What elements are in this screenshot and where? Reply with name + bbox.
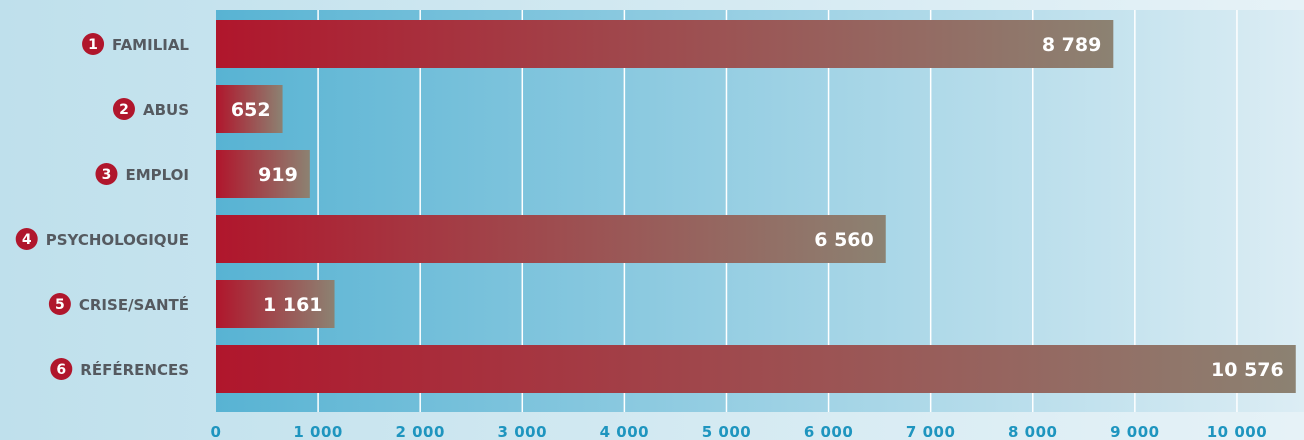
- rank-badge: 6: [50, 358, 73, 380]
- rank-badge-circle: [95, 163, 118, 185]
- bar: [216, 85, 283, 133]
- rank-badge: 3: [95, 163, 118, 185]
- x-tick-label: 4 000: [600, 423, 649, 440]
- x-tick-label: 0: [211, 423, 222, 440]
- bar-value-label: 8 789: [1042, 34, 1102, 56]
- bar-group: 919: [216, 150, 310, 198]
- x-tick-label: 5 000: [702, 423, 751, 440]
- bar: [216, 150, 310, 198]
- bar-group: 10 576: [216, 345, 1296, 393]
- rank-badge-circle: [82, 33, 105, 55]
- bar: [216, 345, 1296, 393]
- category-label: ABUS: [143, 101, 189, 119]
- x-axis-ticks: 0 1 000 2 000 3 000 4 000 5 000 6 000 7 000 8 00…: [211, 423, 1267, 440]
- rank-badge-number: 3: [102, 167, 112, 183]
- category-label: CRISE/SANTÉ: [79, 295, 189, 314]
- rank-badge: 2: [112, 98, 135, 120]
- category-label: RÉFÉRENCES: [80, 360, 189, 379]
- rank-badge: 1: [82, 33, 105, 55]
- rank-badge-number: 6: [56, 362, 66, 378]
- bar-value-label: 652: [231, 99, 271, 121]
- category-label: FAMILIAL: [112, 36, 189, 54]
- bar-value-label: 1 161: [263, 294, 323, 316]
- x-tick-label: 2 000: [395, 423, 444, 440]
- x-tick-label: 7 000: [906, 423, 955, 440]
- x-tick-label: 3 000: [498, 423, 547, 440]
- bar: [216, 280, 335, 328]
- rank-badge-circle: [50, 358, 73, 380]
- x-tick-label: 10 000: [1207, 423, 1267, 440]
- category-label: EMPLOI: [125, 166, 189, 184]
- bar-group: 652: [216, 85, 283, 133]
- bar-group: 1 161: [216, 280, 335, 328]
- bar-value-label: 6 560: [814, 229, 874, 251]
- category-labels: FAMILIAL 1 ABUS 2 EMPLOI 3 PSYCHOLOGIQUE 4 CRISE…: [15, 33, 189, 380]
- rank-badge-circle: [15, 228, 38, 250]
- x-tick-label: 1 000: [293, 423, 342, 440]
- bars: 8 789 652 919 6 560 1 161 10 576: [216, 20, 1296, 393]
- x-tick-label: 8 000: [1008, 423, 1057, 440]
- rank-badge-number: 1: [88, 37, 98, 53]
- bar-value-label: 10 576: [1211, 359, 1284, 381]
- x-tick-label: 9 000: [1110, 423, 1159, 440]
- x-tick-label: 6 000: [804, 423, 853, 440]
- bar: [216, 215, 886, 263]
- rank-badge-number: 4: [22, 232, 32, 248]
- rank-badge-number: 2: [119, 102, 129, 118]
- rank-badge: 4: [15, 228, 38, 250]
- bar-group: 8 789: [216, 20, 1114, 68]
- category-label: PSYCHOLOGIQUE: [46, 231, 189, 249]
- rank-badge-circle: [112, 98, 135, 120]
- bar-group: 6 560: [216, 215, 886, 263]
- rank-badge-number: 5: [55, 297, 65, 313]
- bar: [216, 20, 1114, 68]
- rank-badge-circle: [48, 293, 71, 315]
- bar-value-label: 919: [258, 164, 298, 186]
- rank-badge: 5: [48, 293, 71, 315]
